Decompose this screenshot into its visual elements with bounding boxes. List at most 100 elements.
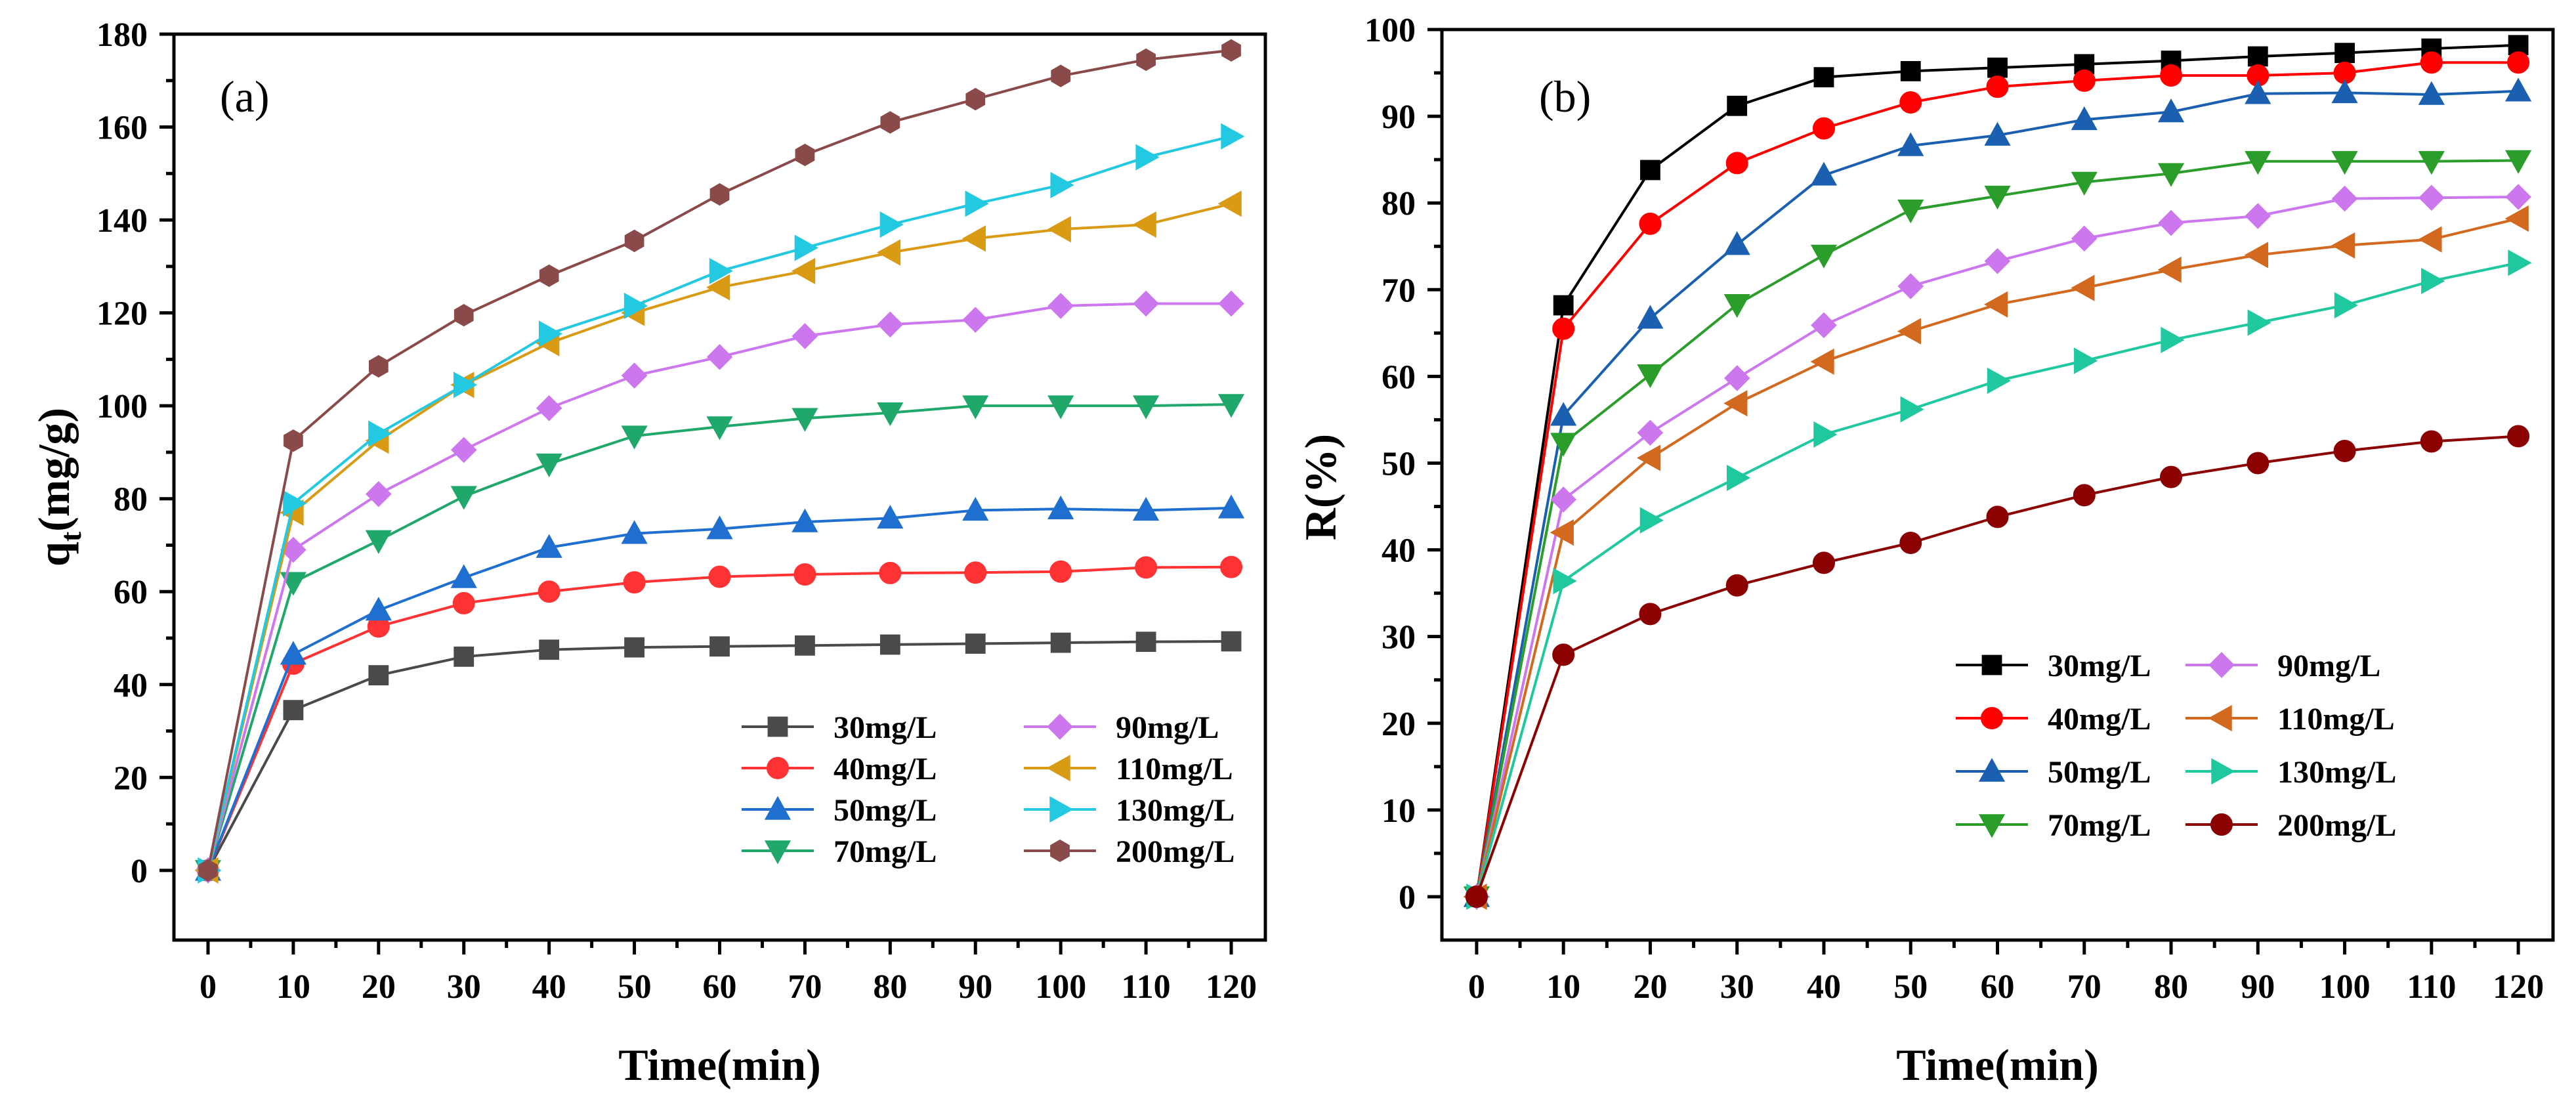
- data-point: [1897, 273, 1924, 299]
- series-line: [1475, 261, 2519, 897]
- data-point: [1723, 294, 1750, 318]
- data-point: [1810, 161, 1838, 186]
- series-line: [207, 49, 1232, 871]
- data-point: [2160, 64, 2183, 87]
- data-point: [1984, 185, 2011, 210]
- data-point: [1725, 574, 1748, 597]
- data-point: [964, 561, 987, 584]
- series-line: [1475, 217, 2519, 897]
- legend-item: 30mg/L: [742, 710, 937, 745]
- legend-marker: [1981, 655, 2002, 676]
- legend-marker: [1978, 758, 2006, 782]
- y-tick-label: 0: [1399, 879, 1416, 916]
- data-point: [280, 572, 306, 596]
- data-point: [368, 354, 389, 378]
- data-point: [1217, 494, 1245, 519]
- legend-marker: [1047, 714, 1073, 740]
- data-point: [1810, 348, 1834, 376]
- legend-label: 70mg/L: [2048, 808, 2151, 843]
- data-point: [708, 565, 731, 588]
- legend-item: 70mg/L: [1956, 808, 2151, 843]
- series-200mg/L: [1465, 425, 2530, 908]
- legend-label: 200mg/L: [2277, 808, 2396, 843]
- data-point: [1135, 144, 1160, 171]
- legend-marker: [767, 716, 788, 737]
- data-point: [709, 182, 730, 206]
- x-tick-label: 90: [958, 968, 992, 1006]
- data-point: [1133, 290, 1159, 317]
- data-point: [1217, 394, 1245, 418]
- data-point: [1984, 121, 2011, 146]
- data-point: [623, 571, 646, 594]
- data-point: [1220, 555, 1243, 578]
- legend-label: 110mg/L: [2277, 702, 2395, 737]
- series-line: [207, 639, 1232, 871]
- y-axis-title-unit: (mg/g): [29, 408, 79, 532]
- data-point: [2074, 347, 2098, 374]
- x-tick-label: 110: [1122, 968, 1171, 1006]
- data-point: [879, 634, 900, 655]
- y-tick-label: 0: [131, 853, 148, 890]
- data-point: [1637, 305, 1664, 329]
- data-point: [880, 111, 900, 134]
- data-point: [536, 534, 562, 558]
- data-point: [2245, 80, 2271, 104]
- x-tick-label: 0: [200, 968, 217, 1006]
- legend-item: 200mg/L: [1024, 834, 1235, 869]
- legend-marker: [2210, 813, 2233, 836]
- y-tick-label: 90: [1382, 98, 1416, 136]
- series-70mg/L: [1463, 150, 2532, 911]
- data-point: [706, 344, 733, 370]
- legend-label: 200mg/L: [1116, 834, 1235, 869]
- x-tick-label: 10: [1546, 968, 1580, 1006]
- data-point: [1050, 171, 1074, 199]
- x-tick-label: 110: [2407, 968, 2456, 1006]
- legend-item: 50mg/L: [742, 793, 937, 828]
- y-tick-label: 40: [1382, 532, 1416, 570]
- y-axis-title: R(%): [1296, 434, 1345, 540]
- legend-item: 40mg/L: [1956, 702, 2151, 737]
- legend-marker: [767, 757, 789, 779]
- data-point: [876, 239, 901, 266]
- y-tick-label: 120: [96, 295, 148, 333]
- x-tick-label: 60: [703, 968, 737, 1006]
- legend: 30mg/L 40mg/L 50mg/L 70mg/L 90mg/L 110mg/L 130…: [1956, 649, 2396, 843]
- data-point: [2334, 291, 2359, 319]
- data-point: [793, 563, 816, 586]
- data-point: [2071, 171, 2098, 196]
- data-point: [1047, 293, 1074, 319]
- data-point: [1133, 496, 1160, 521]
- data-point: [792, 323, 818, 349]
- legend-item: 50mg/L: [1956, 755, 2151, 790]
- data-point: [2418, 226, 2442, 253]
- data-point: [1897, 132, 1924, 156]
- x-tick-label: 70: [2067, 968, 2101, 1006]
- data-point: [1553, 568, 1577, 595]
- legend-marker: [1050, 839, 1070, 863]
- data-point: [1813, 67, 1834, 88]
- data-point: [198, 859, 218, 882]
- data-point: [2418, 81, 2445, 105]
- data-point: [2507, 51, 2530, 74]
- data-point: [791, 257, 816, 285]
- data-point: [1051, 64, 1071, 87]
- data-point: [962, 496, 989, 521]
- y-tick-label: 70: [1382, 272, 1416, 309]
- y-tick-label: 100: [1364, 12, 1416, 49]
- data-point: [965, 633, 986, 654]
- data-point: [283, 700, 304, 721]
- data-point: [2504, 205, 2529, 232]
- series-90mg/L: [1464, 184, 2531, 910]
- data-point: [621, 425, 648, 450]
- legend-item: 90mg/L: [1024, 710, 1219, 745]
- data-point: [1132, 211, 1156, 238]
- y-tick-label: 80: [1382, 185, 1416, 223]
- data-point: [1553, 295, 1574, 316]
- x-tick-label: 20: [1633, 968, 1667, 1006]
- data-point: [538, 580, 560, 603]
- data-point: [1984, 247, 2011, 274]
- legend-label: 90mg/L: [1116, 710, 1219, 745]
- y-tick-label: 40: [114, 667, 148, 704]
- data-point: [1047, 216, 1071, 243]
